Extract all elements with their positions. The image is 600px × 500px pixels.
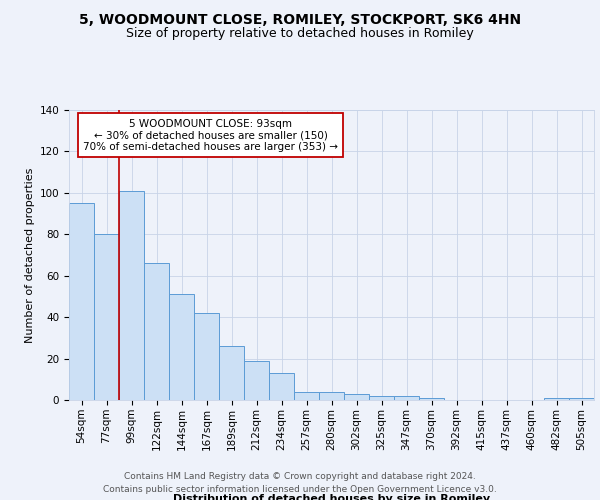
- Bar: [269, 373, 294, 400]
- Bar: [219, 346, 244, 400]
- Bar: [319, 392, 344, 400]
- Bar: [169, 294, 194, 400]
- Bar: [419, 398, 444, 400]
- Bar: [119, 191, 144, 400]
- Bar: [569, 398, 594, 400]
- Bar: [394, 396, 419, 400]
- X-axis label: Distribution of detached houses by size in Romiley: Distribution of detached houses by size …: [173, 494, 490, 500]
- Y-axis label: Number of detached properties: Number of detached properties: [25, 168, 35, 342]
- Bar: [544, 398, 569, 400]
- Bar: [144, 264, 169, 400]
- Bar: [294, 392, 319, 400]
- Bar: [194, 313, 219, 400]
- Text: Contains public sector information licensed under the Open Government Licence v3: Contains public sector information licen…: [103, 485, 497, 494]
- Text: 5, WOODMOUNT CLOSE, ROMILEY, STOCKPORT, SK6 4HN: 5, WOODMOUNT CLOSE, ROMILEY, STOCKPORT, …: [79, 12, 521, 26]
- Bar: [69, 203, 94, 400]
- Bar: [369, 396, 394, 400]
- Text: Contains HM Land Registry data © Crown copyright and database right 2024.: Contains HM Land Registry data © Crown c…: [124, 472, 476, 481]
- Text: Size of property relative to detached houses in Romiley: Size of property relative to detached ho…: [126, 28, 474, 40]
- Bar: [94, 234, 119, 400]
- Bar: [344, 394, 369, 400]
- Text: 5 WOODMOUNT CLOSE: 93sqm
← 30% of detached houses are smaller (150)
70% of semi-: 5 WOODMOUNT CLOSE: 93sqm ← 30% of detach…: [83, 118, 338, 152]
- Bar: [244, 360, 269, 400]
